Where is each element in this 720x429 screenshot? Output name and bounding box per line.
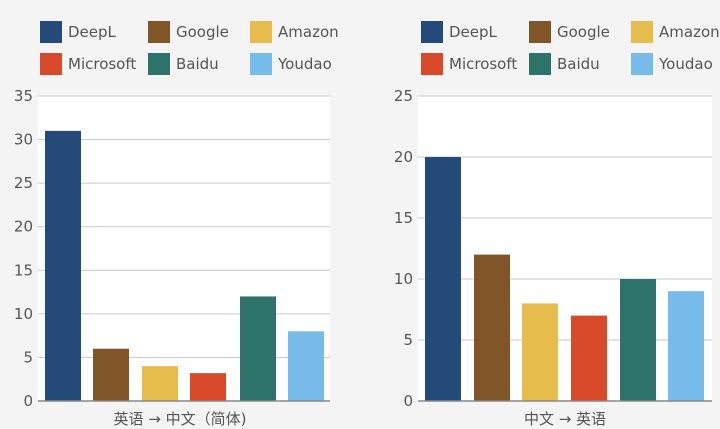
y-tick-label: 25 bbox=[394, 87, 413, 105]
bar-google bbox=[93, 348, 129, 401]
legend-swatch-google bbox=[529, 21, 551, 43]
legend-swatch-google bbox=[148, 21, 170, 43]
legend-label: Youdao bbox=[278, 55, 332, 73]
legend-swatch-deepl bbox=[421, 21, 443, 43]
y-tick-label: 35 bbox=[14, 87, 33, 105]
legend-item-baidu: Baidu bbox=[148, 53, 250, 75]
legend-swatch-microsoft bbox=[40, 53, 62, 75]
y-tick-label: 5 bbox=[403, 331, 413, 349]
legend-item-amazon: Amazon bbox=[631, 21, 720, 43]
y-tick-label: 10 bbox=[394, 270, 413, 288]
legend-item-microsoft: Microsoft bbox=[40, 53, 148, 75]
legend-swatch-youdao bbox=[250, 53, 272, 75]
bar-microsoft bbox=[571, 315, 607, 401]
y-tick-label: 20 bbox=[14, 218, 33, 236]
legend-label: Amazon bbox=[659, 23, 720, 41]
bar-microsoft bbox=[190, 373, 226, 401]
bar-youdao bbox=[288, 331, 324, 401]
bar-deepl bbox=[45, 130, 81, 401]
legend-item-deepl: DeepL bbox=[40, 21, 148, 43]
legend-item-google: Google bbox=[148, 21, 250, 43]
legend-label: DeepL bbox=[68, 23, 116, 41]
bar-baidu bbox=[620, 279, 656, 401]
y-tick-label: 25 bbox=[14, 174, 33, 192]
legend-label: Google bbox=[176, 23, 229, 41]
legend-swatch-amazon bbox=[250, 21, 272, 43]
y-tick-label: 0 bbox=[403, 392, 413, 410]
x-axis-label: 中文 → 英语 bbox=[524, 410, 606, 428]
y-tick-label: 20 bbox=[394, 148, 413, 166]
y-tick-label: 5 bbox=[23, 348, 33, 366]
bar-baidu bbox=[240, 296, 276, 401]
y-tick-label: 15 bbox=[394, 209, 413, 227]
legend-swatch-microsoft bbox=[421, 53, 443, 75]
legend-swatch-baidu bbox=[529, 53, 551, 75]
legend-label: Youdao bbox=[659, 55, 713, 73]
plot-area bbox=[38, 96, 330, 401]
x-axis-label: 英语 → 中文（简体) bbox=[114, 410, 247, 428]
legend-swatch-deepl bbox=[40, 21, 62, 43]
bar-google bbox=[474, 254, 510, 401]
bar-deepl bbox=[425, 157, 461, 401]
legend-label: Baidu bbox=[557, 55, 600, 73]
y-tick-label: 10 bbox=[14, 305, 33, 323]
legend-item-baidu: Baidu bbox=[529, 53, 631, 75]
legend-item-youdao: Youdao bbox=[250, 53, 350, 75]
y-tick-label: 30 bbox=[14, 131, 33, 149]
legend-swatch-baidu bbox=[148, 53, 170, 75]
y-tick-label: 0 bbox=[23, 392, 33, 410]
legend-label: Microsoft bbox=[449, 55, 518, 73]
y-tick-label: 15 bbox=[14, 261, 33, 279]
legend-label: Baidu bbox=[176, 55, 219, 73]
legend-item-deepl: DeepL bbox=[421, 21, 529, 43]
plot-area bbox=[418, 96, 712, 401]
bar-youdao bbox=[668, 291, 704, 401]
legend-left: DeepL Google Amazon Microsoft Baidu Youdao bbox=[40, 21, 350, 75]
legend-item-amazon: Amazon bbox=[250, 21, 350, 43]
legend-swatch-youdao bbox=[631, 53, 653, 75]
legend-right: DeepL Google Amazon Microsoft Baidu Youdao bbox=[421, 21, 720, 75]
legend-item-youdao: Youdao bbox=[631, 53, 720, 75]
legend-label: Microsoft bbox=[68, 55, 137, 73]
legend-swatch-amazon bbox=[631, 21, 653, 43]
bar-amazon bbox=[142, 366, 178, 401]
bar-amazon bbox=[522, 303, 558, 401]
legend-label: Google bbox=[557, 23, 610, 41]
legend-label: Amazon bbox=[278, 23, 339, 41]
legend-item-google: Google bbox=[529, 21, 631, 43]
legend-item-microsoft: Microsoft bbox=[421, 53, 529, 75]
legend-label: DeepL bbox=[449, 23, 497, 41]
